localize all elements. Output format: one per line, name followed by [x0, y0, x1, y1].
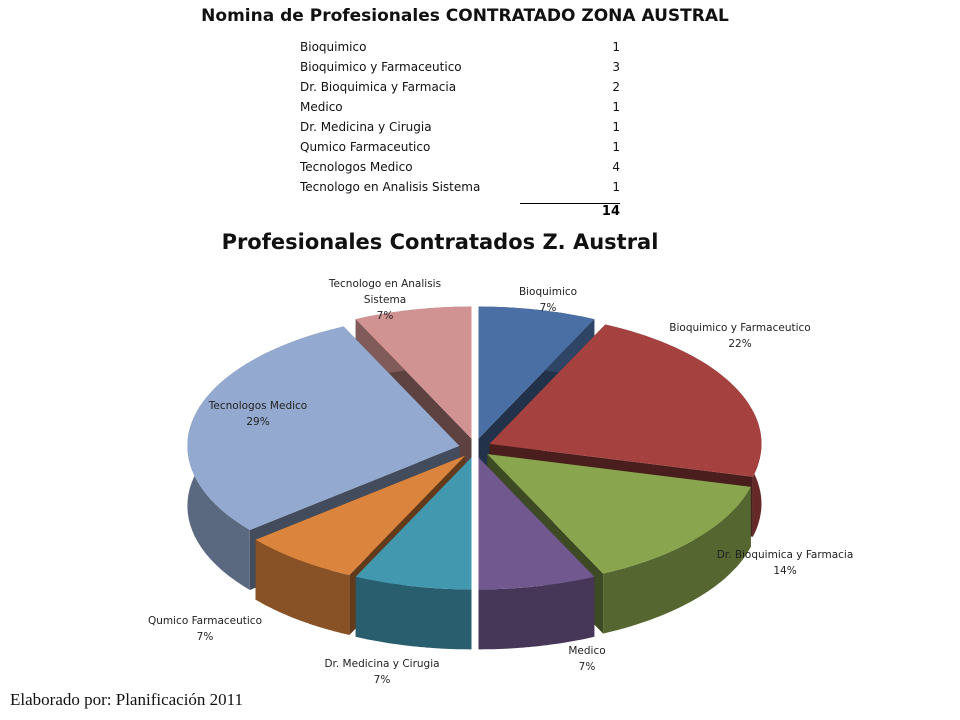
data-label-name: Bioquimico: [518, 286, 578, 298]
slice-side: [478, 576, 595, 650]
pie-slice: [478, 457, 595, 590]
data-label-value: 14%: [773, 565, 797, 577]
row-label: Dr. Bioquimica y Farmacia: [300, 80, 457, 94]
row-label: Tecnologos Medico: [300, 160, 413, 174]
row-label: Dr. Medicina y Cirugia: [300, 120, 432, 134]
data-label-name: Qumico Farmaceutico: [147, 615, 263, 627]
data-label: Medico 7%: [502, 643, 672, 675]
row-count: 2: [612, 80, 620, 94]
data-label-value: 7%: [539, 302, 557, 314]
data-label-value: 7%: [376, 310, 394, 322]
footer: Elaborado por: Planificación 2011: [10, 690, 244, 709]
slice-side: [355, 576, 472, 650]
data-label-value: 7%: [196, 631, 214, 643]
data-label: Tecnologo en Analisis Sistema 7%: [325, 276, 445, 324]
row-count: 1: [612, 40, 620, 54]
data-label-name: Medico: [568, 645, 606, 657]
row-count: 1: [612, 180, 620, 194]
row-label: Qumico Farmaceutico: [300, 140, 431, 154]
pie-slice: [487, 454, 751, 574]
data-label-value: 29%: [246, 416, 270, 428]
data-label: Tecnologos Medico 29%: [173, 398, 343, 430]
data-label: Dr. Medicina y Cirugia 7%: [297, 656, 467, 688]
data-label: Bioquimico y Farmaceutico 22%: [655, 320, 825, 352]
row-label: Bioquimico y Farmaceutico: [300, 60, 462, 74]
data-label: Bioquimico 7%: [463, 284, 633, 316]
slice-side: [603, 486, 751, 634]
row-label: Tecnologo en Analisis Sistema: [300, 180, 481, 194]
row-count: 1: [612, 120, 620, 134]
table-title: Nomina de Profesionales CONTRATADO ZONA …: [201, 6, 729, 26]
data-label-name: Tecnologo en Analisis Sistema: [328, 278, 442, 306]
row-count: 1: [612, 100, 620, 114]
data-label: Dr. Bioquimica y Farmacia 14%: [700, 547, 870, 579]
slice-side: [255, 539, 350, 635]
data-label: Qumico Farmaceutico 7%: [120, 613, 290, 645]
data-label-name: Tecnologos Medico: [208, 400, 308, 412]
data-label-value: 7%: [373, 674, 391, 686]
chart-title: Profesionales Contratados Z. Austral: [221, 230, 659, 254]
pie-slice: [478, 306, 595, 439]
row-count: 3: [612, 60, 620, 74]
data-label-value: 22%: [728, 338, 752, 350]
row-count: 1: [612, 140, 620, 154]
data-label-value: 7%: [578, 661, 596, 673]
pie-slice: [489, 324, 762, 477]
pie-slice: [355, 457, 472, 590]
data-label-name: Dr. Medicina y Cirugia: [324, 658, 440, 670]
data-label-name: Bioquimico y Farmaceutico: [669, 322, 811, 334]
table-total: 14: [520, 203, 620, 219]
pie-slice: [187, 326, 460, 530]
pie-slice: [355, 306, 472, 439]
row-label: Bioquimico: [300, 40, 367, 54]
pie-slice: [255, 455, 466, 575]
row-label: Medico: [300, 100, 343, 114]
row-count: 4: [612, 160, 620, 174]
data-label-name: Dr. Bioquimica y Farmacia: [716, 549, 854, 561]
